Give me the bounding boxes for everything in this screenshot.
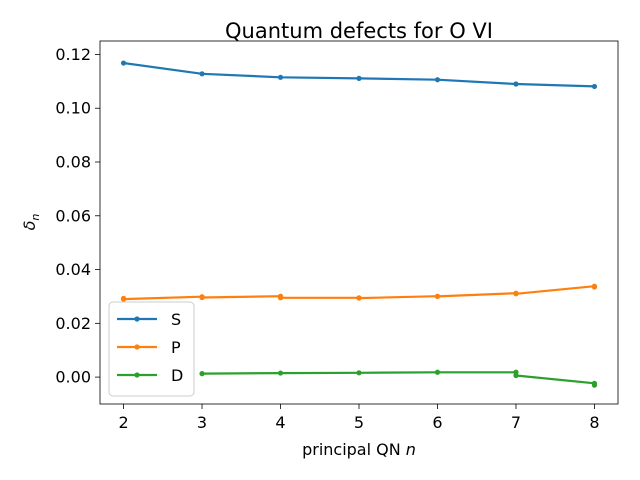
- data-point-d: [591, 382, 598, 388]
- y-axis-label-symbol: δ: [20, 220, 39, 230]
- x-axis-label-var: n: [406, 440, 416, 459]
- plot-frame: [99, 40, 619, 405]
- legend-box: [108, 301, 195, 397]
- data-point-d: [199, 371, 205, 377]
- legend-marker-p: [134, 344, 140, 350]
- x-tick-label: 2: [118, 413, 128, 432]
- y-tick-label: 0.02: [55, 314, 91, 333]
- y-tick-label: 0.00: [55, 368, 91, 387]
- data-point-s: [434, 77, 441, 83]
- data-point-s: [199, 71, 205, 77]
- data-point-s: [120, 60, 127, 66]
- x-tick-label: 7: [511, 413, 521, 432]
- data-point-p: [120, 296, 127, 302]
- x-tick-label: 8: [589, 413, 599, 432]
- y-tick-label: 0.06: [55, 206, 91, 225]
- y-tick-label: 0.08: [55, 153, 91, 172]
- x-tick-label: 4: [275, 413, 285, 432]
- x-tick-label: 5: [354, 413, 364, 432]
- legend-marker-s: [134, 316, 140, 322]
- chart-title: Quantum defects for O VI: [225, 19, 493, 43]
- y-tick-label: 0.10: [55, 99, 91, 118]
- data-point-p: [591, 284, 598, 290]
- y-axis-label-sub: n: [29, 214, 42, 221]
- data-point-p: [277, 295, 284, 301]
- data-point-p: [199, 294, 205, 301]
- y-tick-label: 0.04: [55, 260, 91, 279]
- data-point-s: [277, 74, 284, 80]
- y-tick-label: 0.12: [55, 45, 91, 64]
- series-line-d: [200, 371, 596, 387]
- data-point-s: [513, 81, 519, 87]
- legend-marker-d: [134, 372, 140, 378]
- data-point-p: [513, 291, 519, 297]
- x-tick-label: 6: [432, 413, 442, 432]
- x-axis-label-text: principal QN: [302, 440, 406, 459]
- y-axis-ticks: 0.00 0.02 0.04 0.06 0.08 0.10 0.12: [55, 45, 100, 387]
- plot-area: [120, 60, 598, 388]
- data-point-d: [434, 369, 441, 375]
- x-tick-label: 3: [197, 413, 207, 432]
- legend-label-s: S: [171, 310, 181, 329]
- y-axis-label: δn: [20, 214, 42, 231]
- data-point-p: [356, 295, 362, 301]
- x-axis-label: principal QN n: [302, 440, 416, 459]
- legend: SPD: [108, 301, 195, 397]
- data-point-s: [356, 75, 362, 81]
- data-point-p: [434, 293, 441, 300]
- data-point-s: [591, 83, 598, 90]
- x-axis-ticks: 2 3 4 5 6 7 8: [118, 404, 600, 432]
- legend-label-d: D: [171, 366, 183, 385]
- data-point-d: [356, 370, 362, 376]
- data-point-d: [277, 370, 284, 376]
- data-point-d: [513, 372, 519, 379]
- legend-label-p: P: [171, 338, 181, 357]
